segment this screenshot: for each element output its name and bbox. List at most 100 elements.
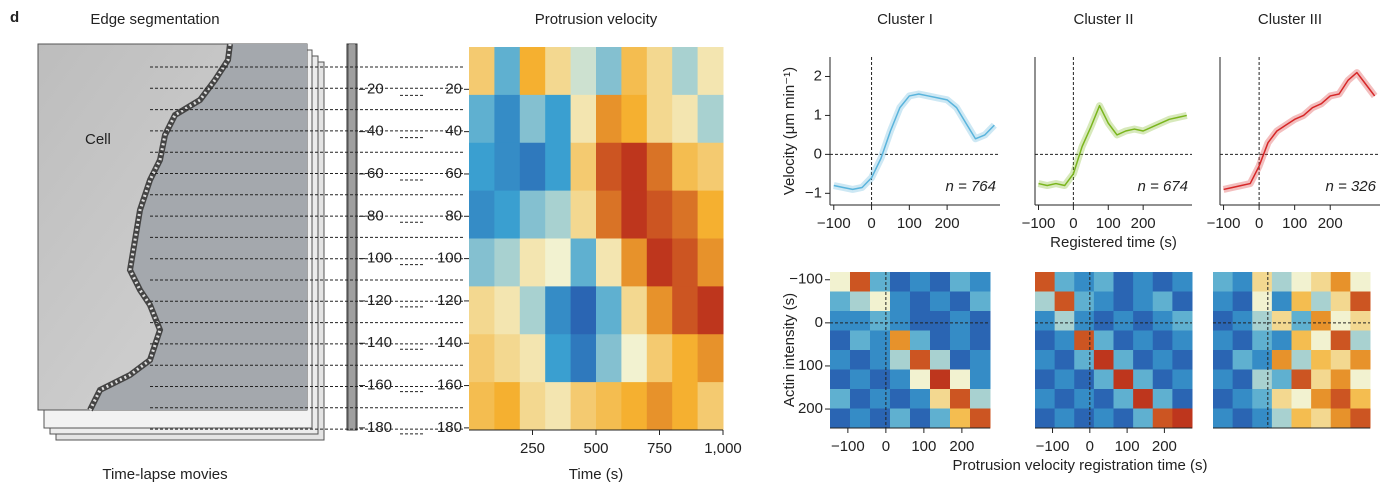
- heatmap-cell: [1291, 369, 1312, 390]
- heatmap-cell: [519, 382, 546, 431]
- heatmap-cell: [1213, 369, 1234, 390]
- x-tick-label: 200: [935, 215, 960, 232]
- movie-stack: [37, 43, 358, 441]
- heatmap-cell: [697, 334, 724, 383]
- heatmap-cell: [469, 382, 495, 431]
- heatmap-cell: [830, 330, 851, 351]
- heatmap-cell: [850, 389, 871, 409]
- heatmap-cell: [930, 389, 951, 409]
- x-tick-label: 200: [949, 438, 974, 455]
- heatmap-cell: [545, 238, 572, 287]
- heatmap-cell: [970, 408, 991, 429]
- heatmap-cell: [930, 408, 951, 429]
- line-shade: [1222, 69, 1378, 193]
- heatmap-cell: [469, 47, 495, 96]
- heatmap-cell: [697, 94, 724, 144]
- heatmap-cell: [1213, 330, 1234, 351]
- y-axis-label: Velocity (μm min⁻¹): [781, 67, 798, 195]
- heatmap-cell: [970, 389, 991, 409]
- scale-label: 160: [367, 377, 392, 394]
- heatmap-cell: [970, 311, 991, 331]
- heatmap-cell: [1350, 311, 1371, 331]
- heatmap-cell: [519, 190, 546, 239]
- heatmap-cell: [1133, 272, 1154, 292]
- heatmap-cell: [1035, 272, 1056, 292]
- heatmap-cell: [1172, 272, 1193, 292]
- heatmap-cell: [1232, 389, 1253, 409]
- heatmap-cell: [1093, 389, 1114, 409]
- heatmap-cell: [930, 311, 951, 331]
- heatmap-cell: [950, 272, 971, 292]
- heatmap-cell: [1152, 330, 1173, 351]
- scale-label: 60: [367, 165, 384, 182]
- heatmap-cell: [519, 47, 546, 96]
- heatmap-cell: [1213, 389, 1234, 409]
- y-axis-label: Actin intensity (s): [781, 293, 798, 407]
- heatmap-cell: [830, 350, 851, 370]
- heatmap-cell: [1252, 389, 1273, 409]
- x-tick-label: 1,000: [704, 440, 742, 457]
- heatmap-cell: [1271, 311, 1292, 331]
- heatmap-cell: [1311, 311, 1332, 331]
- heatmap-cell: [1350, 291, 1371, 312]
- heatmap-cell: [850, 330, 871, 351]
- heatmap-cell: [1252, 350, 1273, 370]
- heatmap-cell: [930, 369, 951, 390]
- heatmap-cell: [1291, 272, 1312, 292]
- scale-label: 100: [367, 250, 392, 267]
- heatmap-cell: [646, 190, 673, 239]
- heatmap-cell: [970, 330, 991, 351]
- heatmap-cell: [570, 286, 597, 335]
- heatmap-cell: [621, 286, 648, 335]
- heatmap-cell: [697, 286, 724, 335]
- x-tick-label: 0: [1069, 215, 1077, 232]
- heatmap-cell: [1232, 330, 1253, 351]
- heatmap-cell: [570, 94, 597, 144]
- heatmap-cell: [570, 238, 597, 287]
- heatmap-cell: [1330, 311, 1351, 331]
- x-tick-label: 250: [520, 440, 545, 457]
- heatmap-cell: [1350, 369, 1371, 390]
- heatmap-cell: [1172, 330, 1193, 351]
- heatmap-cell: [890, 408, 911, 429]
- x-tick-label: −100: [1022, 215, 1056, 232]
- heatmap-cell: [621, 334, 648, 383]
- heatmap-cell: [697, 382, 724, 431]
- chart-title: Cluster I: [877, 11, 933, 28]
- heatmap-cell: [672, 190, 699, 239]
- heatmap-cell: [596, 334, 622, 383]
- heatmap-cell: [1035, 291, 1056, 312]
- y-tick-label: 80: [445, 207, 462, 224]
- heatmap-cell: [1093, 350, 1114, 370]
- heatmap-cell: [1350, 389, 1371, 409]
- heatmap-cell: [1213, 291, 1234, 312]
- heatmap-cell: [1311, 408, 1332, 429]
- heatmap-cell: [1093, 408, 1114, 429]
- heatmap-cell: [1133, 369, 1154, 390]
- line: [833, 93, 995, 191]
- x-axis-label: Registered time (s): [1050, 234, 1177, 251]
- heatmap-cell: [1133, 350, 1154, 370]
- y-tick-label: 120: [437, 292, 462, 309]
- heatmap-cell: [850, 369, 871, 390]
- y-tick-label: −1: [805, 184, 822, 201]
- scale-label: 40: [367, 123, 384, 140]
- x-tick-label: 100: [1282, 215, 1307, 232]
- heatmap-cell: [1271, 369, 1292, 390]
- heatmap-cell: [890, 291, 911, 312]
- heatmap-cell: [870, 369, 891, 390]
- y-tick-label: 0: [814, 145, 822, 162]
- heatmap-cell: [1035, 350, 1056, 370]
- heatmap-cell: [1311, 369, 1332, 390]
- heatmap-cell: [1172, 311, 1193, 331]
- x-axis-label: Time (s): [569, 466, 623, 483]
- heatmap-cell: [672, 382, 699, 431]
- heatmap-cell: [970, 291, 991, 312]
- heatmap-cell: [930, 350, 951, 370]
- heatmap-cell: [1133, 291, 1154, 312]
- heatmap-cell: [870, 408, 891, 429]
- heatmap-cell: [1133, 330, 1154, 351]
- heatmap-cell: [1291, 311, 1312, 331]
- heatmap-cell: [646, 238, 673, 287]
